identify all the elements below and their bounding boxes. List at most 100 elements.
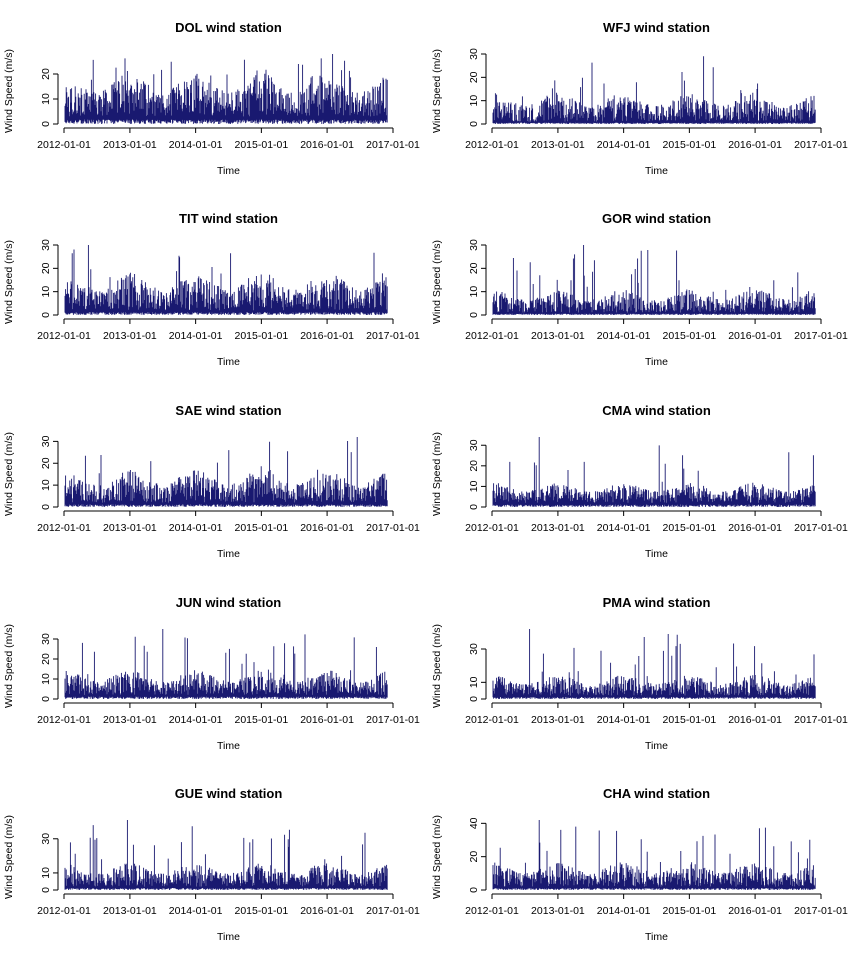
y-axis-label: Wind Speed (m/s) [431,432,443,516]
x-axis-label: Time [217,165,240,177]
x-tick-label: 2016-01-01 [300,522,354,534]
x-tick-label: 2013-01-01 [103,330,157,342]
x-axis-label: Time [645,740,668,752]
chart-title: DOL wind station [175,20,282,35]
x-tick-label: 2014-01-01 [169,905,223,917]
x-tick-label: 2012-01-01 [465,905,519,917]
x-tick-label: 2015-01-01 [235,905,289,917]
x-tick-label: 2017-01-01 [366,714,420,726]
x-tick-label: 2016-01-01 [728,139,782,151]
x-tick-label: 2013-01-01 [531,522,585,534]
x-axis: 2012-01-01 2013-01-01 2014-01-01 2015-01-01… [465,318,848,342]
x-tick-label: 2016-01-01 [728,905,782,917]
chart-title: CHA wind station [603,786,710,801]
x-tick-label: 2013-01-01 [103,522,157,534]
x-tick-label: 2014-01-01 [597,905,651,917]
y-tick-label: 0 [468,312,480,318]
x-axis: 2012-01-01 2013-01-01 2014-01-01 2015-01-01… [37,318,420,342]
y-axis: 0 10 20 30 [40,633,59,702]
y-axis-label: Wind Speed (m/s) [3,815,15,899]
chart-title: TIT wind station [179,211,278,226]
y-axis-label: Wind Speed (m/s) [3,624,15,708]
x-axis: 2012-01-01 2013-01-01 2014-01-01 2015-01-01… [37,893,420,917]
series-line [64,245,388,315]
y-axis: 0 10 30 [468,643,487,702]
x-tick-label: 2017-01-01 [366,905,420,917]
panel-wfj: WFJ wind station 2012-01-01 2013-01-01 2014… [431,20,848,177]
x-tick-label: 2017-01-01 [366,330,420,342]
x-axis: 2012-01-01 2013-01-01 2014-01-01 2015-01-01… [37,127,420,151]
x-tick-label: 2016-01-01 [300,330,354,342]
y-tick-label: 30 [468,239,480,251]
x-axis: 2012-01-01 2013-01-01 2014-01-01 2015-01-01… [37,702,420,726]
x-tick-label: 2016-01-01 [728,714,782,726]
y-tick-label: 10 [40,479,52,491]
chart-title: PMA wind station [603,595,711,610]
x-tick-label: 2014-01-01 [597,139,651,151]
panel-gor: GOR wind station 2012-01-01 2013-01-01 2014… [431,211,848,368]
x-axis: 2012-01-01 2013-01-01 2014-01-01 2015-01-01… [465,702,848,726]
x-tick-label: 2017-01-01 [794,522,848,534]
y-tick-label: 20 [40,68,52,80]
panel-jun: JUN wind station 2012-01-01 2013-01-01 2014… [3,595,420,752]
x-axis-label: Time [645,356,668,368]
y-tick-label: 20 [40,262,52,274]
y-axis: 0 10 20 30 [468,48,487,127]
x-tick-label: 2016-01-01 [300,139,354,151]
y-tick-label: 0 [468,696,480,702]
y-tick-label: 20 [468,262,480,274]
x-tick-label: 2017-01-01 [794,714,848,726]
y-axis-label: Wind Speed (m/s) [431,49,443,133]
x-axis-label: Time [217,931,240,943]
y-tick-label: 10 [40,673,52,685]
y-tick-label: 10 [40,867,52,879]
y-axis: 0 10 20 30 [40,435,59,510]
x-tick-label: 2013-01-01 [531,714,585,726]
panel-dol: DOL wind station 2012-01-01 2013-01-01 2014… [3,20,420,177]
x-tick-label: 2012-01-01 [465,139,519,151]
y-axis: 0 10 20 30 [468,239,487,318]
y-tick-label: 20 [40,653,52,665]
x-tick-label: 2012-01-01 [37,714,91,726]
series-line [64,629,388,699]
x-tick-label: 2012-01-01 [37,139,91,151]
panel-tit: TIT wind station 2012-01-01 2013-01-01 2014… [3,211,420,368]
x-axis-label: Time [217,356,240,368]
series-line [492,820,816,890]
y-axis-label: Wind Speed (m/s) [3,49,15,133]
y-tick-label: 30 [40,633,52,645]
y-tick-label: 40 [468,817,480,829]
y-tick-label: 30 [468,643,480,655]
x-tick-label: 2013-01-01 [103,905,157,917]
y-axis: 0 20 40 [468,817,487,893]
chart-title: GUE wind station [175,786,283,801]
y-tick-label: 30 [40,833,52,845]
x-tick-label: 2014-01-01 [169,330,223,342]
y-tick-label: 10 [40,93,52,105]
series-line [64,437,388,507]
x-tick-label: 2017-01-01 [366,139,420,151]
x-tick-label: 2016-01-01 [300,905,354,917]
x-axis: 2012-01-01 2013-01-01 2014-01-01 2015-01-01… [465,893,848,917]
x-tick-label: 2015-01-01 [663,522,717,534]
y-tick-label: 10 [468,480,480,492]
x-axis-label: Time [217,548,240,560]
x-tick-label: 2015-01-01 [235,714,289,726]
y-tick-label: 10 [40,286,52,298]
x-tick-label: 2016-01-01 [300,714,354,726]
chart-title: CMA wind station [602,403,711,418]
x-tick-label: 2016-01-01 [728,522,782,534]
chart-title: GOR wind station [602,211,711,226]
x-tick-label: 2013-01-01 [531,905,585,917]
y-tick-label: 10 [468,286,480,298]
x-tick-label: 2014-01-01 [597,714,651,726]
y-axis: 0 10 20 [40,68,59,127]
y-tick-label: 0 [40,696,52,702]
y-tick-label: 30 [468,439,480,451]
y-tick-label: 20 [40,457,52,469]
series-line [64,54,388,124]
y-tick-label: 0 [40,121,52,127]
x-tick-label: 2013-01-01 [531,139,585,151]
x-tick-label: 2015-01-01 [663,139,717,151]
